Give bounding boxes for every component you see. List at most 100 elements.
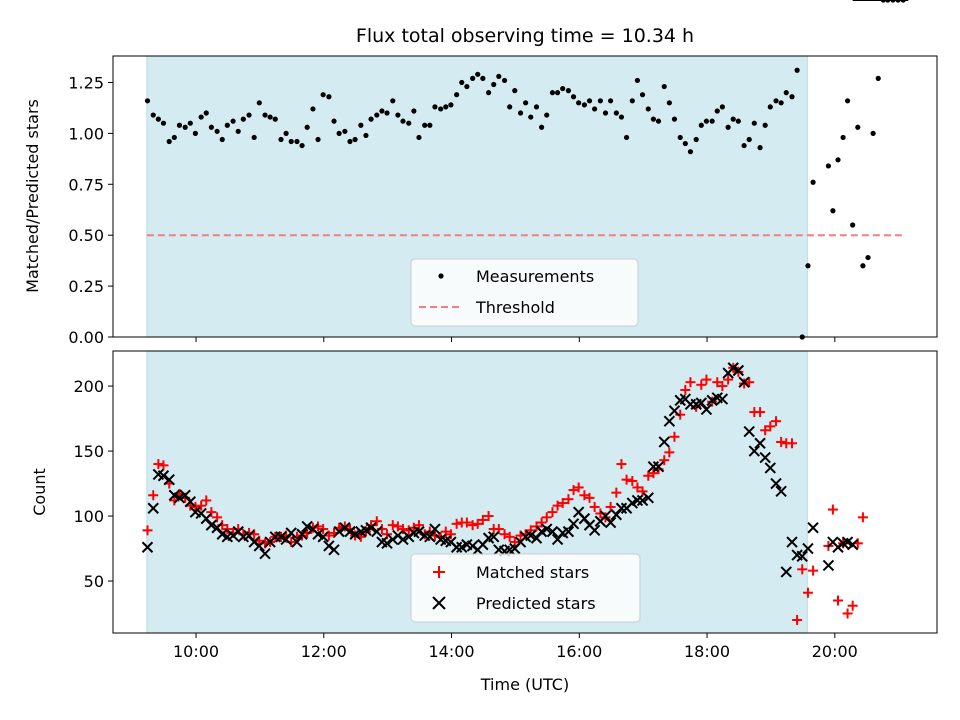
predicted-star-point [424,531,436,543]
measurement-point [850,222,856,228]
measurement-point [830,208,836,214]
predicted-star-point [253,540,265,552]
count-panel-frame [112,350,938,634]
y-tick-label: 1.25 [68,73,104,92]
measurement-point [400,118,406,124]
predicted-star-point [285,527,297,539]
predicted-star-point [567,518,580,530]
predicted-star-stroke-b [546,525,559,538]
matched-star-point [847,600,858,611]
measurement-point [533,104,540,110]
matched-star-point [669,431,680,442]
measurement-point [666,100,672,106]
matched-star-point [371,516,382,527]
predicted-star-stroke-b [727,362,739,374]
predicted-star-stroke-b [147,502,159,514]
predicted-star-stroke-b [846,538,859,551]
predicted-star-point [413,525,425,538]
predicted-star-stroke-b [700,403,713,416]
matched-star-point [190,501,201,512]
predicted-star-point [647,460,660,473]
predicted-star-point [301,520,313,533]
measurement-point [246,112,252,118]
matched-star-point [797,564,808,575]
predicted-star-point [807,522,819,534]
y-tick-label: 150 [73,442,104,461]
measurement-point [671,116,678,122]
matched-star-point [499,529,510,540]
predicted-star-stroke-b [636,494,649,507]
measurement-point [448,102,454,108]
y-tick-label: 50 [84,572,104,591]
predicted-star-point [429,523,441,535]
measurement-point [528,114,534,120]
predicted-star-point [652,460,665,473]
measurement-point [379,108,385,114]
matched-star-point [541,512,552,523]
matched-star-point [536,517,547,528]
predicted-star-stroke-b [429,523,441,535]
matched-star-point [557,498,568,509]
matched-star-point [201,495,212,506]
predicted-star-point [732,364,745,377]
predicted-star-point [173,492,186,504]
predicted-star-point [764,462,776,474]
predicted-star-point [163,473,175,486]
x-tick-label: 20:00 [812,642,858,661]
measurement-point [480,75,486,81]
measurement-point [326,94,332,100]
measurement-point [454,92,460,98]
y-tick-label: 0.50 [68,226,104,245]
predicted-star-stroke-b [296,528,308,540]
y-tick-label: 0.25 [68,277,104,296]
measurement-point [730,116,736,122]
measurement-point [517,110,524,116]
matched-star-point [616,459,627,470]
measurement-point [512,88,518,94]
predicted-star-stroke-b [461,538,473,551]
measurement-point [256,100,262,106]
matched-star-point [547,507,558,518]
predicted-star-point [846,538,859,551]
measurement-point [187,120,193,126]
predicted-star-stroke-b [796,550,808,563]
predicted-star-stroke-b [642,492,654,504]
y-tick-label: 0.00 [68,328,104,347]
measurement-point [432,104,438,110]
predicted-star-stroke-b [285,527,297,539]
matched-star-point [397,524,408,535]
measurement-point [805,263,811,269]
ratio-legend-box [410,258,639,327]
matched-star-point [827,504,838,515]
predicted-star-point [397,533,409,546]
measurement-point [725,124,731,130]
matched-star-point [504,531,515,542]
predicted-star-stroke-b [173,492,186,504]
measurement-point [592,106,598,112]
predicted-star-point [786,536,798,548]
predicted-star-stroke-b [232,525,244,538]
matched-star-point [723,374,734,385]
predicted-star-point [157,470,170,482]
matched-star-point [445,529,456,540]
measurement-point [427,122,433,128]
predicted-star-stroke-b [711,392,723,404]
predicted-star-point [700,403,713,416]
matched-star-point [483,511,494,522]
measurement-point [299,142,305,149]
matched-star-point [387,520,398,531]
measurement-point [310,106,316,112]
predicted-star-stroke-b [748,445,761,457]
measurement-point [320,92,326,98]
matched-star-point [222,524,233,535]
matched-star-point [153,459,164,470]
predicted-star-stroke-b [328,544,340,556]
measurement-point [496,73,502,79]
predicted-star-point [636,494,649,507]
predicted-star-point [291,536,303,548]
predicted-star-stroke-b [599,510,612,522]
predicted-star-stroke-b [291,536,303,548]
measurement-point [709,118,715,124]
predicted-star-point [487,531,500,543]
predicted-star-stroke-b [317,531,329,543]
